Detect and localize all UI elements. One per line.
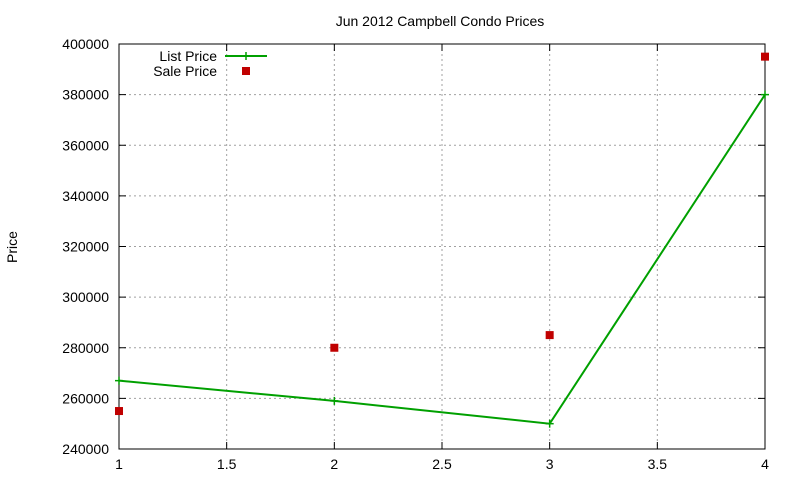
legend-swatch-marker <box>242 52 250 60</box>
data-point <box>330 396 339 405</box>
x-tick-label: 3.5 <box>648 456 668 472</box>
series-list-price <box>115 90 769 428</box>
y-tick-label: 280000 <box>62 340 109 356</box>
y-tick-label: 300000 <box>62 289 109 305</box>
data-point <box>761 52 769 61</box>
x-tick-label: 1.5 <box>217 456 237 472</box>
data-point <box>761 90 769 99</box>
legend-entry: Sale Price <box>153 63 250 79</box>
legend-label: List Price <box>159 48 217 64</box>
axis-ticks <box>118 43 766 450</box>
data-point <box>545 419 554 428</box>
x-tick-label: 4 <box>761 456 769 472</box>
x-tick-label: 2 <box>330 456 338 472</box>
y-axis-label: Price <box>4 231 20 263</box>
y-tick-label: 380000 <box>62 87 109 103</box>
x-tick-label: 2.5 <box>432 456 452 472</box>
data-point <box>545 331 554 340</box>
x-tick-label: 3 <box>546 456 554 472</box>
legend-label: Sale Price <box>153 63 217 79</box>
data-point <box>115 376 123 385</box>
legend-swatch-marker <box>242 67 250 75</box>
y-tick-label: 260000 <box>62 390 109 406</box>
y-tick-labels: 240000 260000 280000 300000 320000 340000 3600… <box>62 36 109 457</box>
chart-title: Jun 2012 Campbell Condo Prices <box>336 13 545 29</box>
legend-entry: List Price <box>159 48 267 64</box>
data-point <box>115 407 123 416</box>
y-tick-label: 340000 <box>62 188 109 204</box>
y-tick-label: 400000 <box>62 36 109 52</box>
x-tick-labels: 1 1.5 2 2.5 3 3.5 4 <box>115 456 769 472</box>
series-line <box>118 94 766 425</box>
series-sale-price <box>115 52 769 416</box>
series <box>115 52 769 428</box>
y-tick-label: 360000 <box>62 137 109 153</box>
y-tick-label: 320000 <box>62 239 109 255</box>
y-tick-label: 240000 <box>62 441 109 457</box>
data-point <box>330 343 339 352</box>
x-tick-label: 1 <box>115 456 123 472</box>
grid <box>119 44 765 449</box>
